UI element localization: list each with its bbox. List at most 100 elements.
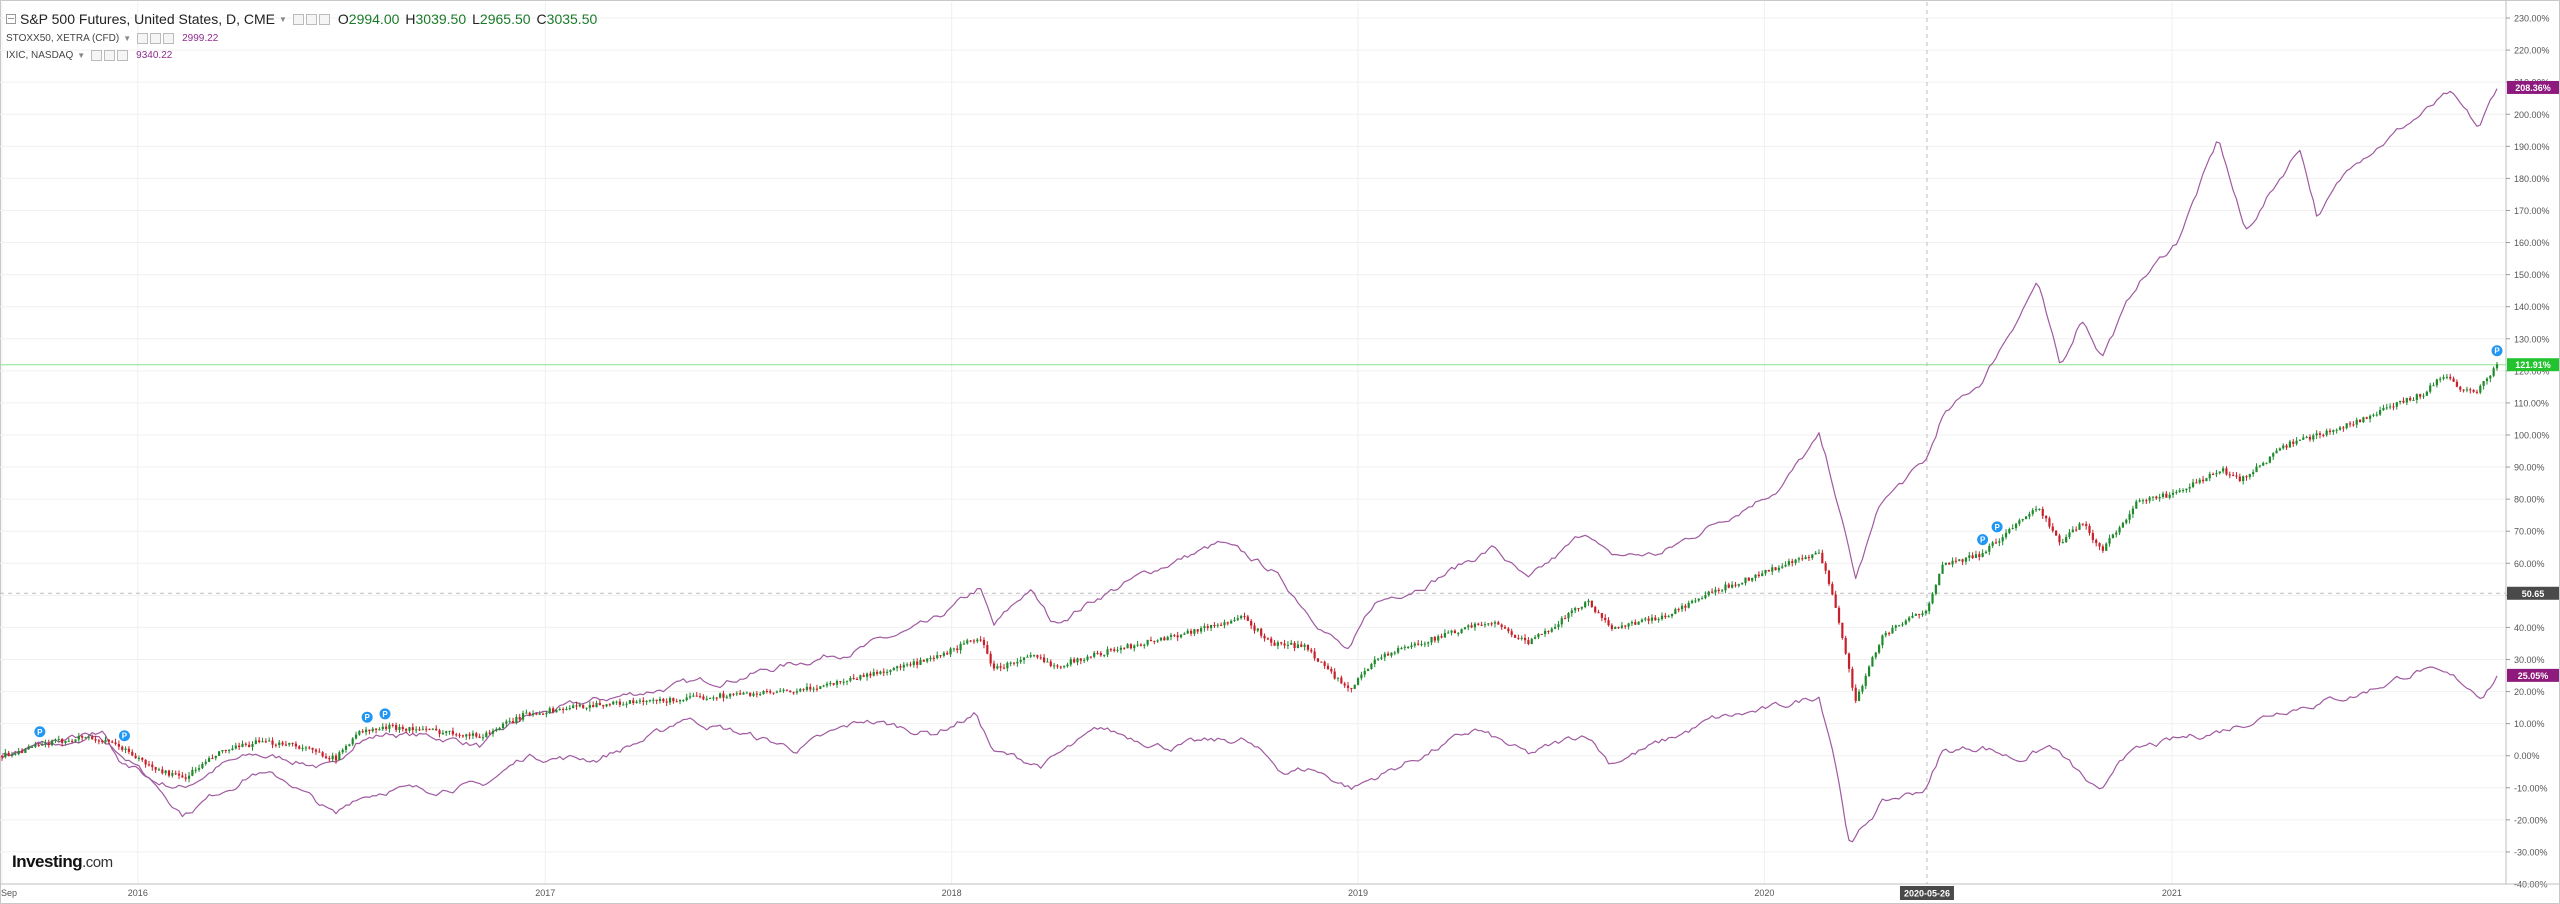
candle-body bbox=[2402, 400, 2405, 403]
axis-badges: 208.36% 121.91% 50.65 25.05% bbox=[2507, 80, 2559, 682]
candle-body bbox=[2252, 472, 2255, 475]
compare-series-name[interactable]: STOXX50, XETRA (CFD) bbox=[6, 33, 120, 44]
collapse-legend-icon[interactable] bbox=[6, 14, 16, 24]
candle-body bbox=[47, 743, 50, 746]
visibility-toggle-button[interactable] bbox=[91, 50, 103, 61]
compare-legend-ixic: IXIC, NASDAQ ▼ 9340.22 bbox=[6, 47, 603, 64]
y-tick-label: 0.00% bbox=[2514, 751, 2540, 761]
candle-body bbox=[1774, 567, 1777, 571]
candle-body bbox=[1079, 658, 1082, 661]
remove-series-button[interactable] bbox=[163, 33, 175, 44]
candle-body bbox=[1721, 590, 1724, 592]
candle-body bbox=[976, 639, 979, 642]
candle-body bbox=[535, 713, 538, 715]
candle-body bbox=[622, 704, 625, 706]
candle-body bbox=[94, 739, 97, 741]
main-series-chevron-down-icon[interactable]: ▼ bbox=[278, 14, 287, 24]
candle-body bbox=[1053, 665, 1056, 667]
candle-body bbox=[154, 767, 157, 770]
candle-body bbox=[1620, 625, 1624, 628]
candle-body bbox=[565, 708, 568, 710]
candle-body bbox=[1908, 617, 1911, 621]
candle-body bbox=[1156, 640, 1159, 642]
candle-body bbox=[825, 683, 829, 686]
candle-body bbox=[835, 681, 839, 685]
remove-series-button[interactable] bbox=[318, 13, 330, 25]
visibility-toggle-button[interactable] bbox=[292, 13, 304, 25]
candle-body bbox=[1276, 642, 1279, 646]
event-marker-circle bbox=[360, 710, 374, 724]
candle-body bbox=[2225, 468, 2228, 475]
candle-body bbox=[57, 738, 60, 740]
candle-body bbox=[1911, 615, 1914, 618]
candle-body bbox=[1076, 658, 1079, 663]
settings-button[interactable] bbox=[150, 33, 162, 44]
candle-body bbox=[1891, 627, 1894, 634]
candle-body bbox=[652, 699, 655, 701]
candle-body bbox=[962, 643, 966, 645]
candle-body bbox=[231, 748, 234, 750]
compare-series-name[interactable]: IXIC, NASDAQ bbox=[6, 50, 74, 61]
candle-body bbox=[785, 689, 789, 691]
candle-body bbox=[1477, 623, 1480, 625]
event-marker-circle bbox=[378, 707, 392, 721]
candle-body bbox=[1012, 662, 1016, 664]
candle-body bbox=[2041, 508, 2044, 516]
candle-body bbox=[992, 663, 996, 669]
candle-body bbox=[572, 705, 575, 709]
candle-body bbox=[1463, 627, 1467, 630]
candle-body bbox=[51, 740, 54, 746]
candle-body bbox=[441, 732, 444, 734]
settings-button[interactable] bbox=[305, 13, 317, 25]
candle-body bbox=[1704, 595, 1707, 599]
candle-body bbox=[2048, 518, 2051, 527]
candle-body bbox=[134, 755, 137, 759]
candle-body bbox=[1293, 642, 1296, 648]
candle-body bbox=[1260, 628, 1263, 636]
candle-body bbox=[1914, 614, 1917, 616]
candle-body bbox=[2368, 415, 2372, 419]
event-marker-label: P bbox=[122, 732, 128, 741]
y-tick-label: 40.00% bbox=[2514, 623, 2545, 633]
candle-body bbox=[1333, 671, 1336, 679]
compare-chevron-down-icon[interactable]: ▼ bbox=[77, 51, 86, 60]
candle-body bbox=[278, 742, 281, 746]
candle-body bbox=[2495, 364, 2499, 369]
candle-body bbox=[1964, 557, 1968, 562]
candle-body bbox=[2095, 539, 2098, 544]
candle-body bbox=[1737, 584, 1740, 586]
candle-body bbox=[1610, 625, 1613, 629]
candle-body bbox=[1734, 584, 1737, 586]
grid-lines bbox=[0, 2, 2506, 885]
candle-body bbox=[966, 640, 969, 644]
candle-body bbox=[2328, 430, 2332, 432]
candle-body bbox=[1614, 627, 1617, 629]
candle-body bbox=[889, 670, 892, 672]
visibility-toggle-button[interactable] bbox=[137, 33, 149, 44]
candle-body bbox=[1042, 657, 1046, 663]
candle-body bbox=[395, 725, 398, 730]
candle-body bbox=[1493, 622, 1497, 624]
compare-chevron-down-icon[interactable]: ▼ bbox=[123, 34, 132, 43]
candle-body bbox=[318, 751, 321, 753]
candle-body bbox=[802, 689, 805, 691]
candle-body bbox=[896, 666, 899, 669]
investing-logo: Investing.com bbox=[12, 852, 113, 871]
candle-body bbox=[40, 744, 44, 746]
candle-body bbox=[271, 740, 274, 745]
main-series-title[interactable]: S&P 500 Futures, United States, D, CME bbox=[20, 11, 275, 27]
candle-body bbox=[2055, 530, 2058, 536]
candle-body bbox=[1209, 625, 1213, 628]
candle-body bbox=[131, 751, 134, 756]
remove-series-button[interactable] bbox=[117, 50, 129, 61]
candle-body bbox=[665, 701, 668, 703]
candle-body bbox=[248, 744, 251, 747]
candle-body bbox=[2255, 466, 2258, 473]
candle-body bbox=[2191, 482, 2195, 487]
candle-body bbox=[745, 692, 748, 694]
candle-body bbox=[187, 775, 191, 779]
candle-body bbox=[1657, 619, 1660, 621]
settings-button[interactable] bbox=[104, 50, 116, 61]
